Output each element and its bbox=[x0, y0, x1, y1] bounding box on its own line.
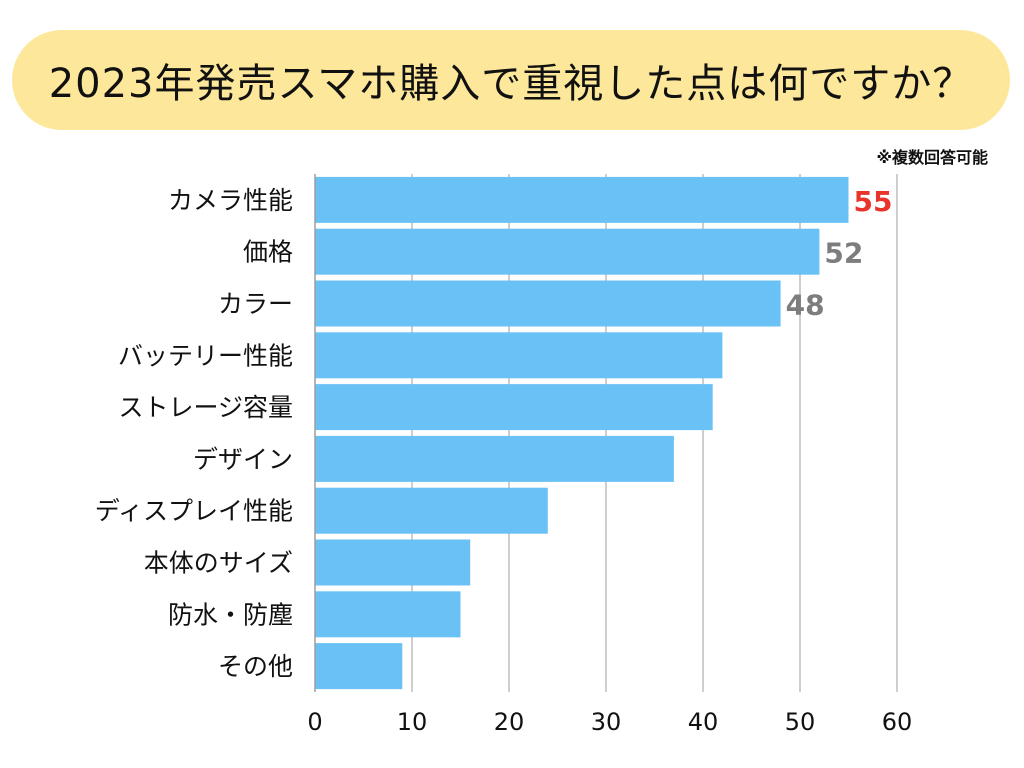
bar bbox=[315, 228, 820, 275]
bar bbox=[315, 280, 781, 327]
bar bbox=[315, 591, 461, 638]
category-label: ストレージ容量 bbox=[118, 393, 293, 422]
category-label: ディスプレイ性能 bbox=[95, 497, 293, 526]
data-label: 48 bbox=[786, 289, 825, 322]
x-tick-label: 20 bbox=[494, 708, 525, 736]
category-label: デザイン bbox=[193, 445, 293, 474]
category-label: カメラ性能 bbox=[168, 186, 293, 215]
category-label: その他 bbox=[218, 652, 293, 681]
category-label: バッテリー性能 bbox=[118, 341, 293, 370]
title-banner bbox=[12, 30, 1010, 130]
x-tick-label: 60 bbox=[882, 708, 913, 736]
category-label: 防水・防塵 bbox=[168, 600, 293, 629]
category-label: 価格 bbox=[243, 238, 293, 267]
multiple-answers-note: ※複数回答可能 bbox=[876, 148, 988, 167]
data-label: 55 bbox=[854, 185, 893, 218]
x-tick-label: 50 bbox=[785, 708, 816, 736]
category-label: 本体のサイズ bbox=[144, 549, 293, 578]
bar bbox=[315, 176, 849, 223]
bar bbox=[315, 643, 403, 690]
x-tick-label: 30 bbox=[591, 708, 622, 736]
bar bbox=[315, 487, 548, 534]
x-tick-label: 40 bbox=[688, 708, 719, 736]
chart-title: 2023年発売スマホ購入で重視した点は何ですか？ bbox=[48, 61, 974, 107]
category-label: カラー bbox=[218, 290, 293, 319]
bar bbox=[315, 384, 713, 431]
x-tick-label: 10 bbox=[397, 708, 428, 736]
bar bbox=[315, 435, 674, 482]
bar bbox=[315, 539, 471, 586]
bar bbox=[315, 332, 723, 379]
data-label: 52 bbox=[824, 237, 863, 270]
x-tick-label: 0 bbox=[307, 708, 322, 736]
